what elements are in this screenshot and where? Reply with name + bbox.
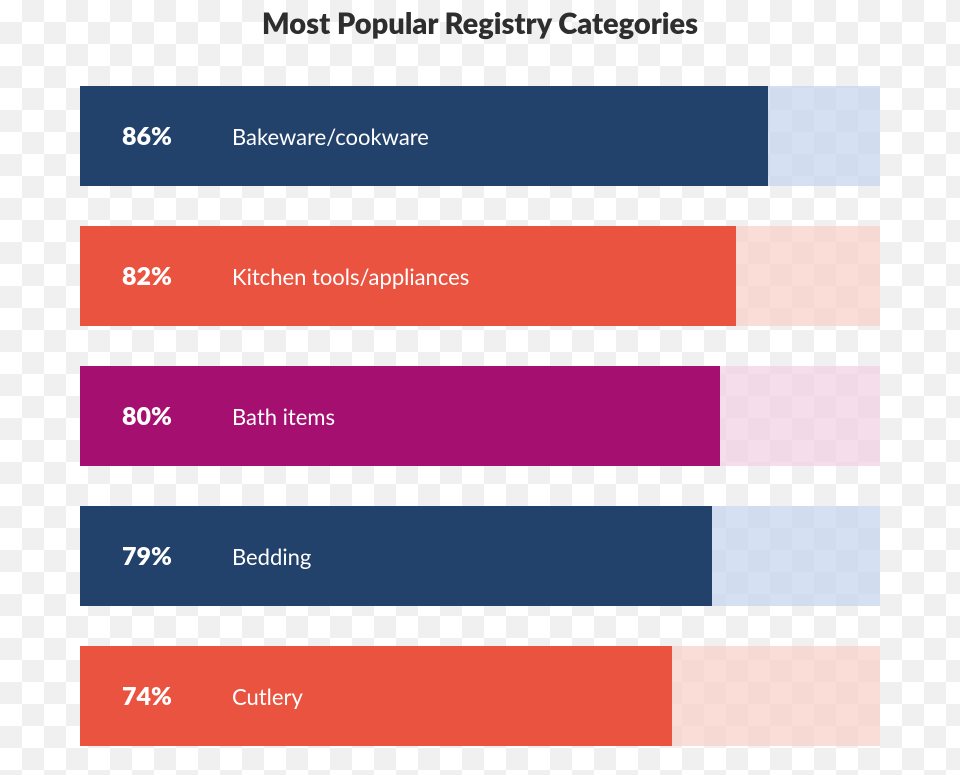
bar-value-label: 79% [122,541,204,571]
bar-fill: 82% Kitchen tools/appliances [80,226,736,326]
bar-row: 74% Cutlery [80,646,880,746]
bar-value-label: 86% [122,121,204,151]
bar-fill: 80% Bath items [80,366,720,466]
bar-category-label: Bakeware/cookware [232,123,429,150]
bar-row: 80% Bath items [80,366,880,466]
bar-list: 86% Bakeware/cookware 82% Kitchen tools/… [80,86,880,746]
chart-title: Most Popular Registry Categories [0,6,960,41]
bar-row: 86% Bakeware/cookware [80,86,880,186]
chart-content: Most Popular Registry Categories 86% Bak… [0,0,960,775]
bar-category-label: Kitchen tools/appliances [232,263,469,290]
bar-fill: 74% Cutlery [80,646,672,746]
bar-row: 79% Bedding [80,506,880,606]
chart-canvas: Most Popular Registry Categories 86% Bak… [0,0,960,775]
bar-fill: 86% Bakeware/cookware [80,86,768,186]
bar-category-label: Bath items [232,403,335,430]
bar-value-label: 82% [122,261,204,291]
bar-row: 82% Kitchen tools/appliances [80,226,880,326]
bar-value-label: 74% [122,681,204,711]
bar-fill: 79% Bedding [80,506,712,606]
bar-value-label: 80% [122,401,204,431]
bar-category-label: Bedding [232,543,311,570]
bar-category-label: Cutlery [232,683,303,710]
